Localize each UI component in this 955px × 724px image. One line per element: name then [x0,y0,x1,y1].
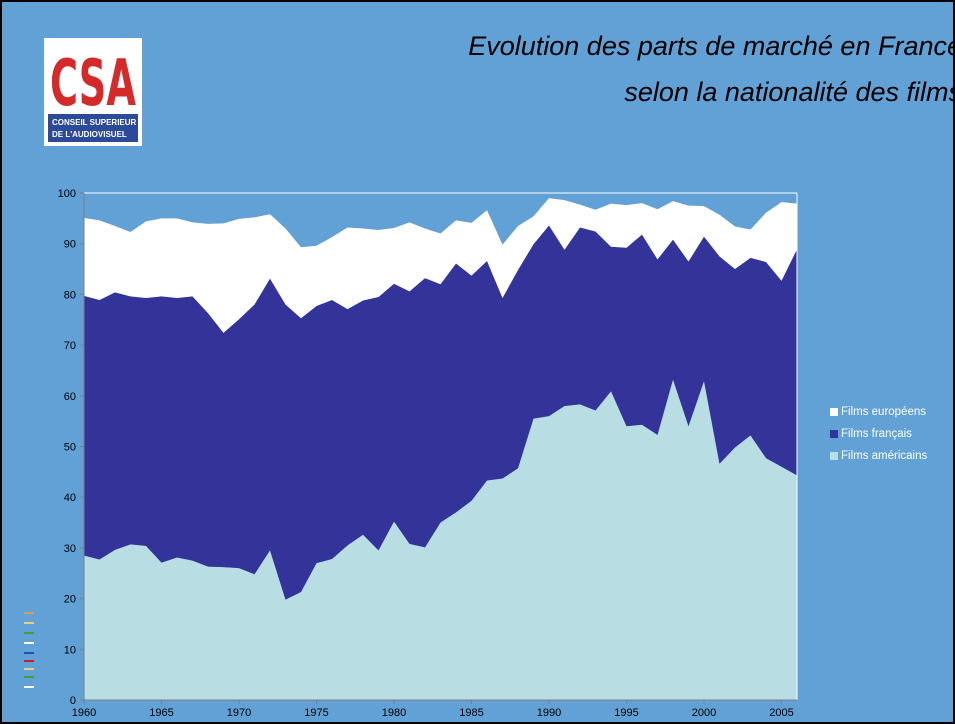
x-tick-label: 1990 [537,707,561,719]
y-tick-label: 100 [58,188,76,200]
dash [24,632,34,634]
logo-line: DE L'AUDIOVISUEL [52,130,127,139]
y-tick-label: 40 [64,492,76,504]
decor [24,612,34,688]
dash [24,668,34,670]
x-tick-label: 1960 [72,707,96,719]
dash [24,622,34,624]
logo: CSA CONSEIL SUPERIEUR DE L'AUDIOVISUEL [44,38,142,146]
legend-swatch [830,408,838,416]
dash [24,652,34,654]
y-tick-label: 80 [64,289,76,301]
dash [24,660,34,662]
legend-label: Films européens [841,406,926,418]
x-tick-label: 1985 [459,707,483,719]
legend-label: Films français [841,428,912,440]
x-tick-label: 1965 [149,707,173,719]
x-tick-label: 1975 [304,707,328,719]
dash [24,676,34,678]
chart-title: Evolution des parts de marché en France [468,31,955,61]
dash [24,612,34,614]
plot: 0 10 20 30 40 50 60 70 80 90 100 1960 1965 1970 1975 19… [58,188,928,719]
area [84,225,797,600]
area [84,379,797,700]
y-tick-label: 30 [64,543,76,555]
y-tick-label: 10 [64,644,76,656]
y-tick-label: 20 [64,594,76,606]
x-tick-label: 2000 [692,707,716,719]
legend-swatch [830,452,838,460]
legend-swatch [830,430,838,438]
y-tick-label: 0 [70,695,76,707]
area [84,198,797,333]
y-tick-label: 50 [64,442,76,454]
x-tick-label: 1970 [227,707,251,719]
y-tick-label: 90 [64,239,76,251]
legend-label: Films américains [841,450,928,462]
dash [24,686,34,688]
chart-subtitle: selon la nationalité des films [624,77,955,107]
y-tick-label: 60 [64,391,76,403]
x-tick-label: 2005 [769,707,793,719]
x-tick-label: 1995 [614,707,638,719]
x-tick-label: 1980 [382,707,406,719]
logo-band [48,114,138,142]
dash [24,642,34,644]
logo-mark: CSA [50,47,136,121]
logo-line: CONSEIL SUPERIEUR [52,118,137,127]
y-tick-label: 70 [64,340,76,352]
